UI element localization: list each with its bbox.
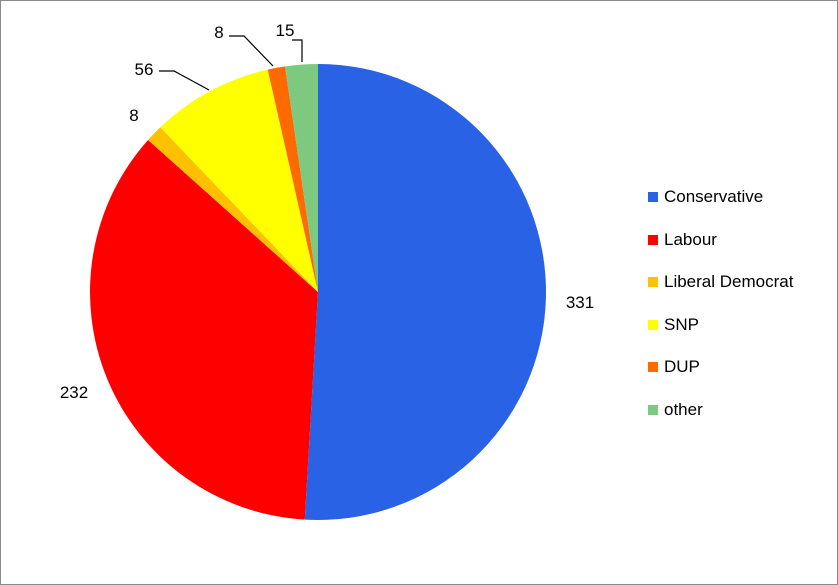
pie-slice-labour [89, 139, 319, 520]
legend-item-liberal-democrat: Liberal Democrat [648, 261, 793, 304]
data-label-labour: 232 [60, 383, 88, 402]
data-label-other: 15 [276, 21, 295, 40]
legend-label: other [664, 399, 703, 419]
data-label-liberal-democrat: 8 [129, 106, 138, 125]
legend-swatch [648, 277, 658, 288]
pie-slice-liberal-democrat [148, 127, 318, 292]
leader-lines [159, 35, 303, 91]
legend-label: SNP [664, 314, 699, 334]
legend-swatch [648, 192, 658, 203]
pie-slice-other [285, 64, 318, 292]
data-label-conservative: 331 [566, 293, 594, 312]
data-labels: 331 232 8 56 8 15 [60, 21, 594, 402]
leader-line-other [292, 39, 303, 62]
legend: Conservative Labour Liberal Democrat SNP DUP… [648, 176, 793, 431]
legend-label: Labour [664, 229, 717, 249]
legend-label: DUP [664, 357, 700, 377]
legend-label: Liberal Democrat [664, 272, 794, 292]
pie-slice-dup [267, 66, 318, 292]
legend-item-dup: DUP [648, 346, 793, 389]
data-label-snp: 56 [135, 60, 154, 79]
pie-slices [89, 64, 546, 520]
data-label-dup: 8 [214, 23, 223, 42]
legend-swatch [648, 234, 658, 245]
pie-slice-snp [160, 69, 318, 293]
legend-swatch [648, 404, 658, 415]
leader-line-snp [159, 70, 210, 91]
leader-line-dup [229, 35, 274, 67]
legend-swatch [648, 319, 658, 330]
legend-label: Conservative [664, 187, 764, 207]
pie-slice-conservative [304, 64, 546, 520]
legend-item-snp: SNP [648, 304, 793, 347]
legend-item-conservative: Conservative [648, 176, 793, 219]
legend-swatch [648, 362, 658, 373]
legend-item-labour: Labour [648, 219, 793, 262]
legend-item-other: other [648, 389, 793, 432]
